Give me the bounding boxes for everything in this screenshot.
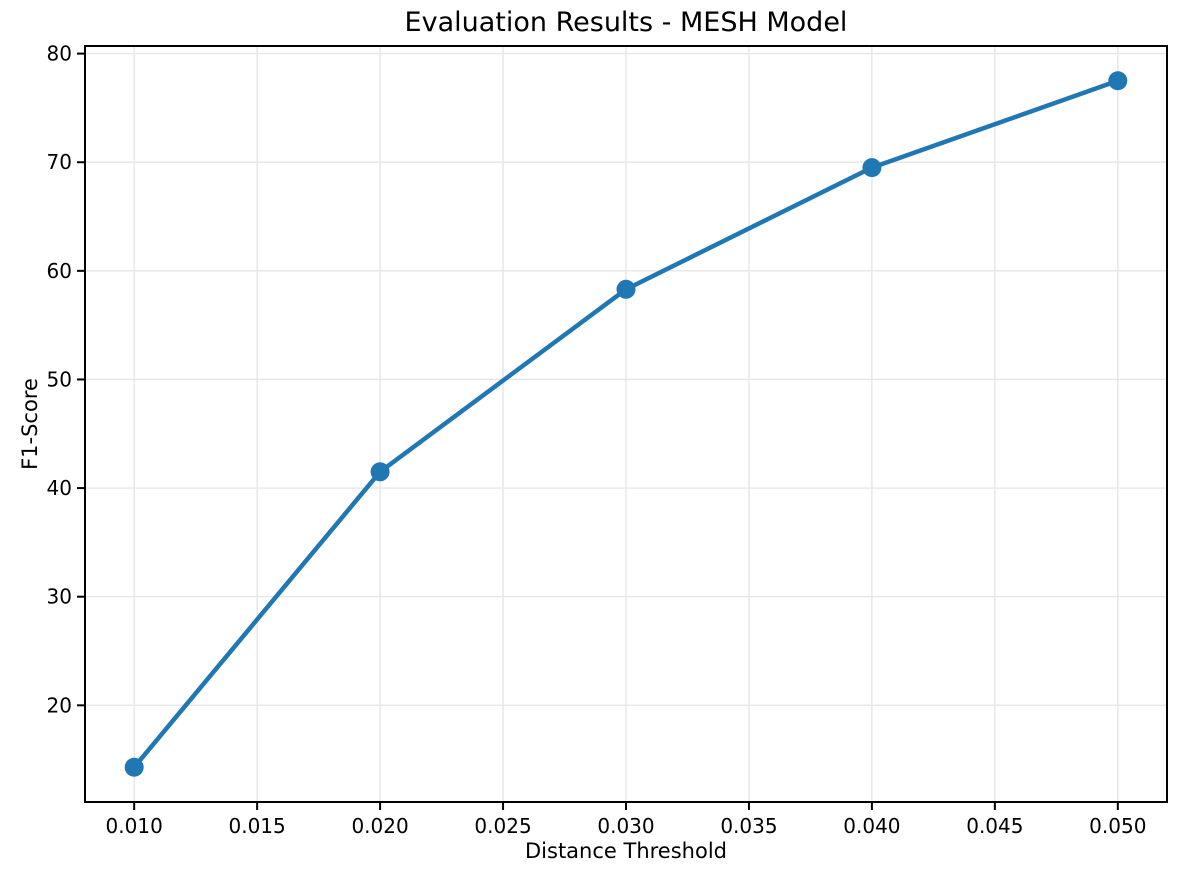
- data-point: [1108, 71, 1128, 91]
- x-tick-label: 0.015: [229, 814, 286, 838]
- x-tick-label: 0.045: [966, 814, 1023, 838]
- y-tick-label: 80: [47, 42, 72, 66]
- x-tick-label: 0.040: [843, 814, 900, 838]
- data-point: [616, 279, 636, 299]
- x-tick-label: 0.030: [597, 814, 654, 838]
- y-tick-label: 30: [47, 585, 72, 609]
- data-point: [124, 757, 144, 777]
- x-tick-label: 0.010: [106, 814, 163, 838]
- x-tick-label: 0.050: [1089, 814, 1146, 838]
- y-axis-label: F1-Score: [18, 378, 42, 470]
- x-axis-label: Distance Threshold: [525, 839, 727, 863]
- data-point: [370, 462, 390, 482]
- x-tick-label: 0.025: [474, 814, 531, 838]
- y-tick-label: 40: [47, 476, 72, 500]
- y-tick-label: 50: [47, 367, 72, 391]
- x-tick-label: 0.035: [720, 814, 777, 838]
- x-tick-label: 0.020: [351, 814, 408, 838]
- data-point: [862, 158, 882, 178]
- y-tick-label: 20: [47, 693, 72, 717]
- y-tick-label: 60: [47, 259, 72, 283]
- chart-title: Evaluation Results - MESH Model: [404, 7, 848, 38]
- y-tick-label: 70: [47, 150, 72, 174]
